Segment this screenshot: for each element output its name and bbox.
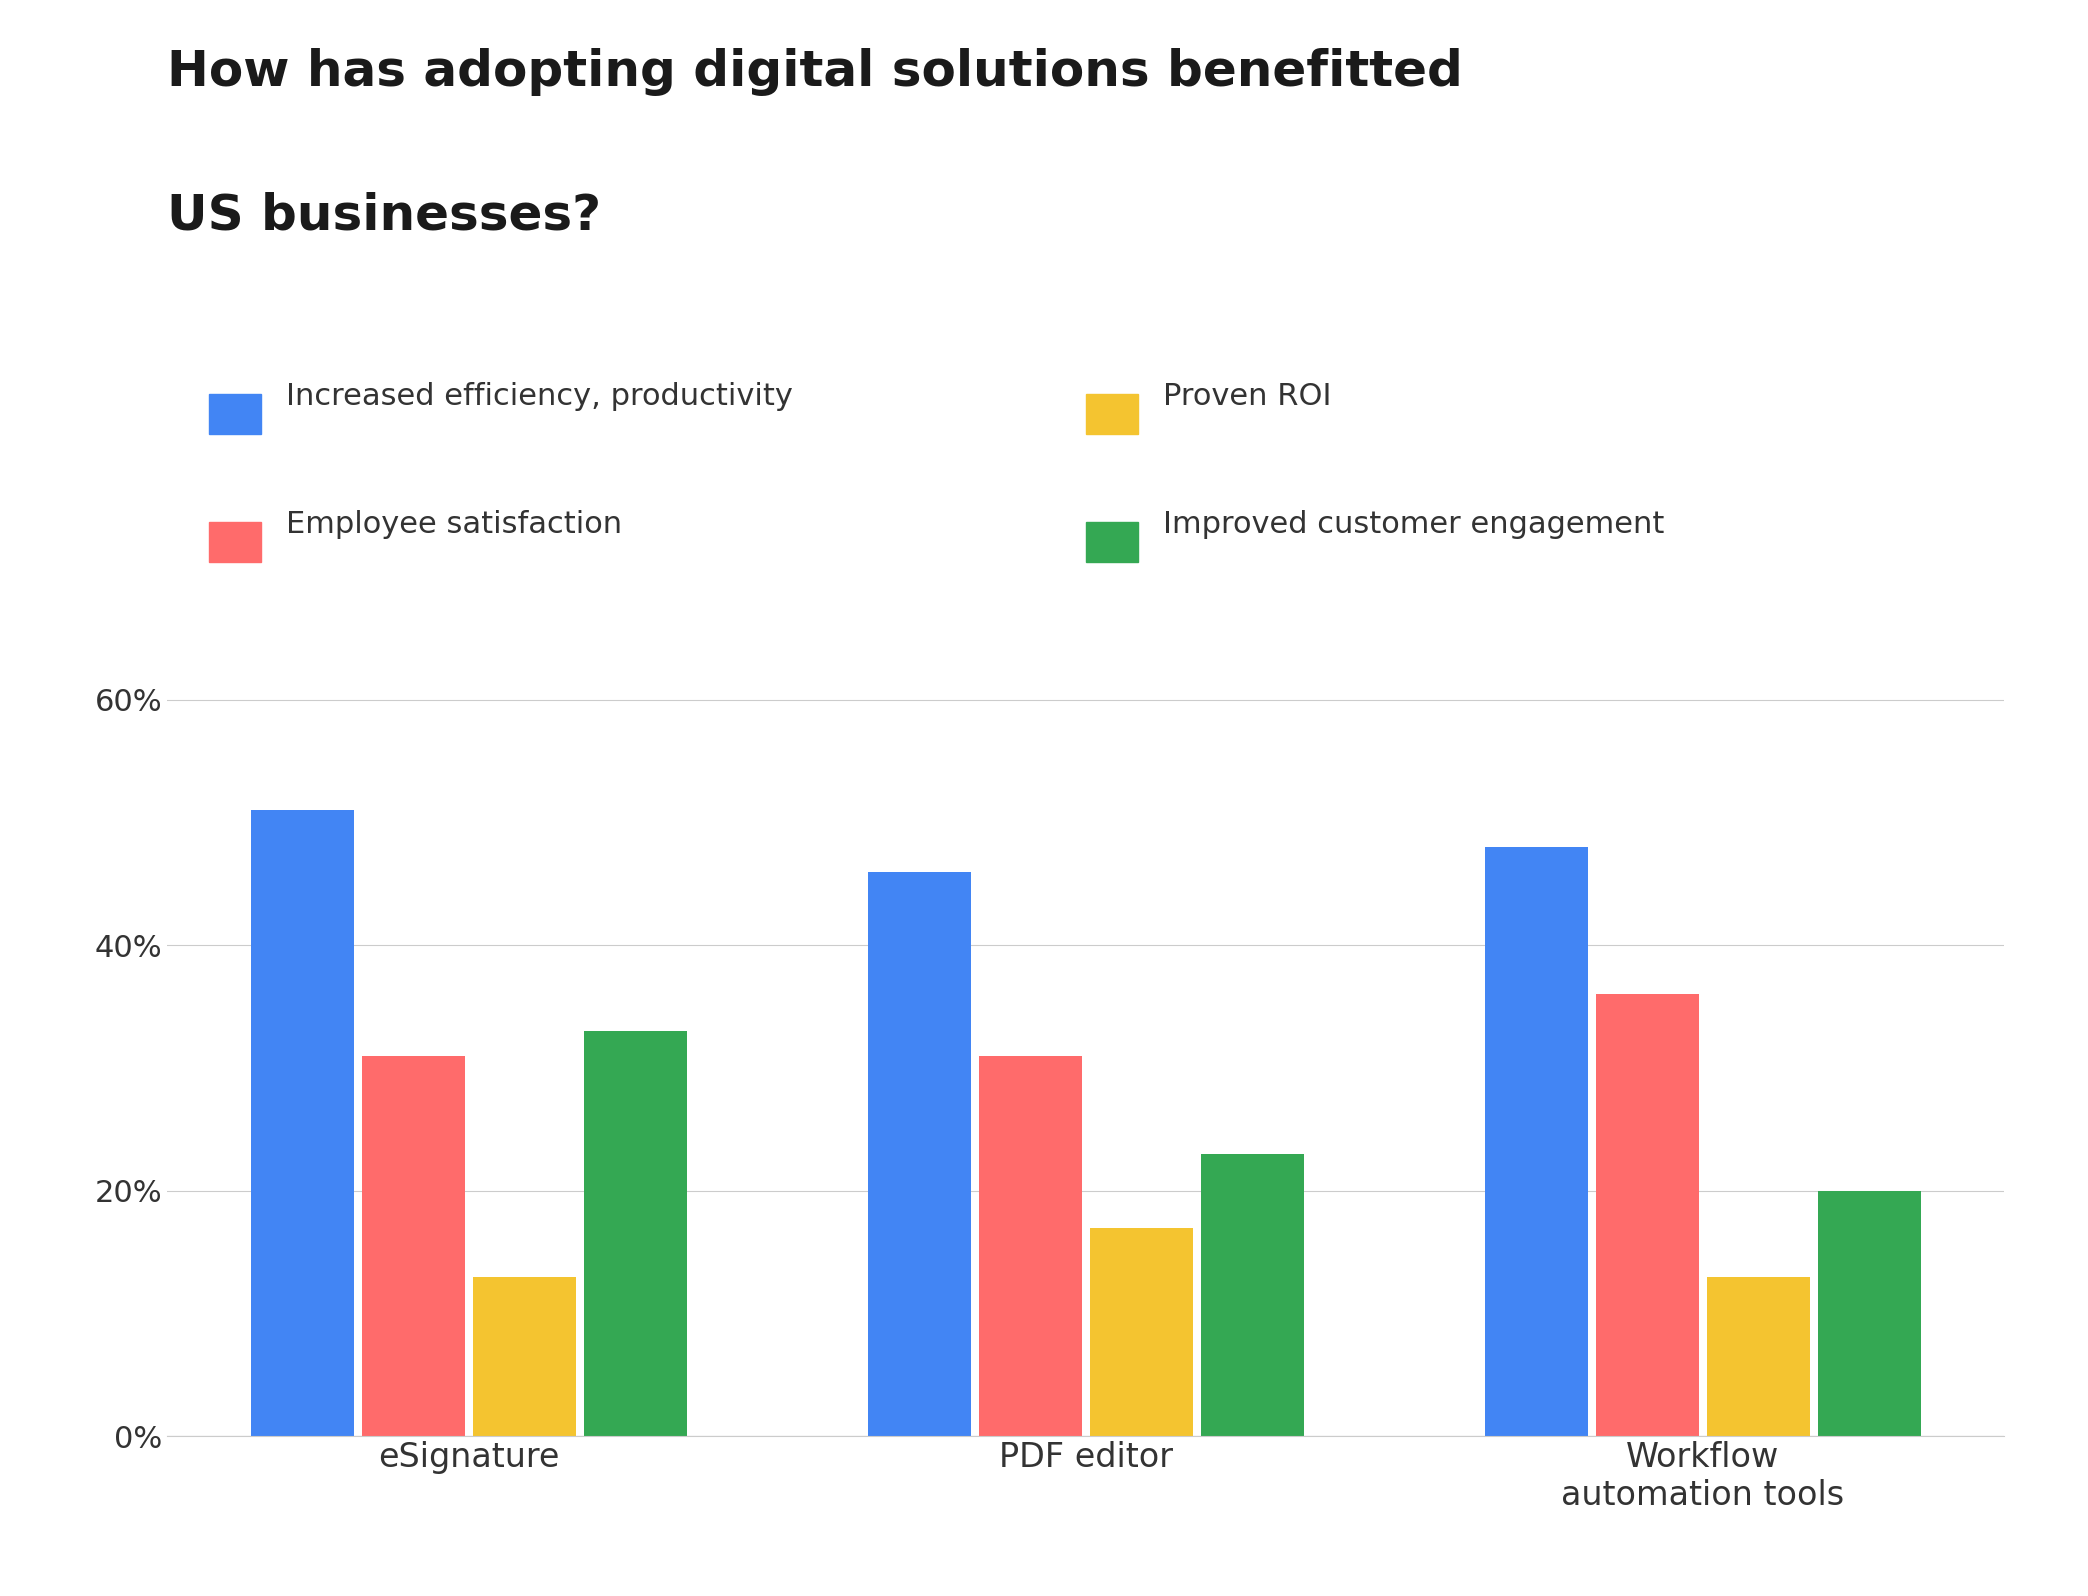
Bar (1090, 1227, 1192, 1436)
Bar (1819, 1191, 1921, 1436)
Bar (1706, 1277, 1810, 1436)
Text: How has adopting digital solutions benefitted: How has adopting digital solutions benef… (167, 48, 1464, 96)
Bar (472, 1277, 576, 1436)
Text: Improved customer engagement: Improved customer engagement (1163, 509, 1664, 539)
Bar (979, 1057, 1082, 1436)
Bar (585, 1031, 687, 1436)
Bar (361, 1057, 466, 1436)
Text: Employee satisfaction: Employee satisfaction (286, 509, 622, 539)
Text: Proven ROI: Proven ROI (1163, 381, 1332, 412)
Bar (1201, 1154, 1305, 1436)
Text: Increased efficiency, productivity: Increased efficiency, productivity (286, 381, 793, 412)
Bar (1595, 994, 1700, 1436)
Bar (1485, 847, 1587, 1436)
Bar (867, 871, 971, 1436)
Text: US businesses?: US businesses? (167, 192, 601, 239)
Bar (251, 811, 353, 1436)
